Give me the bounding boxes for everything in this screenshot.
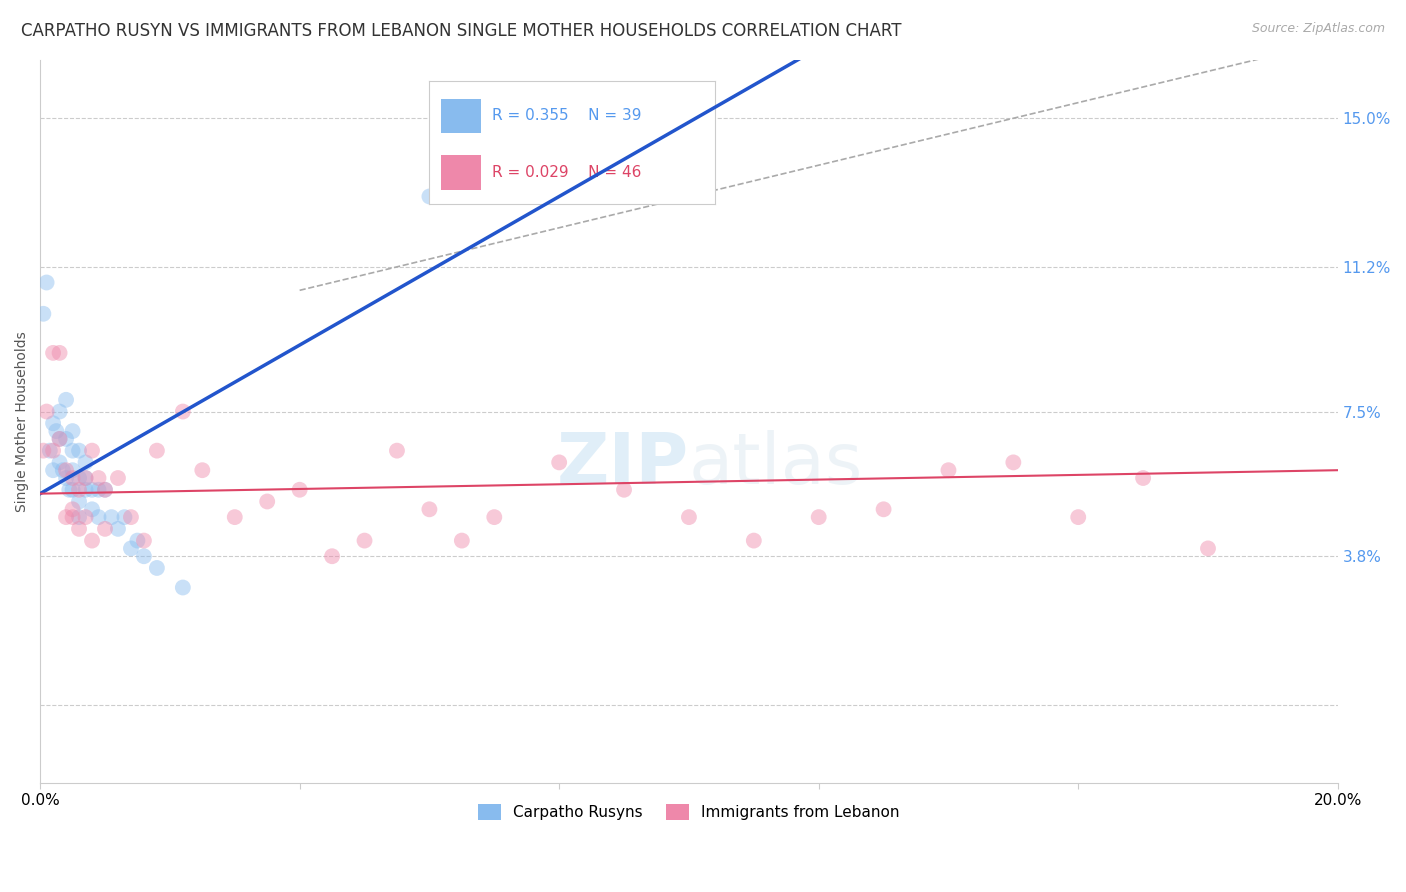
Point bbox=[191, 463, 214, 477]
Point bbox=[418, 502, 440, 516]
Point bbox=[55, 432, 77, 446]
Point bbox=[58, 483, 80, 497]
Point bbox=[35, 404, 58, 418]
Text: CARPATHO RUSYN VS IMMIGRANTS FROM LEBANON SINGLE MOTHER HOUSEHOLDS CORRELATION C: CARPATHO RUSYN VS IMMIGRANTS FROM LEBANO… bbox=[21, 22, 901, 40]
Point bbox=[55, 463, 77, 477]
Point bbox=[67, 471, 90, 485]
Legend: Carpatho Rusyns, Immigrants from Lebanon: Carpatho Rusyns, Immigrants from Lebanon bbox=[472, 797, 905, 826]
Point bbox=[87, 471, 110, 485]
Point bbox=[353, 533, 375, 548]
Point bbox=[80, 502, 103, 516]
Point bbox=[62, 471, 84, 485]
Point bbox=[32, 307, 55, 321]
Point bbox=[48, 432, 70, 446]
Point bbox=[87, 510, 110, 524]
Point bbox=[172, 581, 194, 595]
Point bbox=[114, 510, 136, 524]
Point bbox=[80, 483, 103, 497]
Text: atlas: atlas bbox=[689, 430, 863, 500]
Point bbox=[1197, 541, 1219, 556]
Point bbox=[1132, 471, 1154, 485]
Point bbox=[75, 483, 97, 497]
Point bbox=[35, 276, 58, 290]
Point bbox=[872, 502, 894, 516]
Point bbox=[62, 443, 84, 458]
Point bbox=[1067, 510, 1090, 524]
Point bbox=[48, 404, 70, 418]
Point bbox=[224, 510, 246, 524]
Point bbox=[107, 471, 129, 485]
Point bbox=[807, 510, 830, 524]
Text: ZIP: ZIP bbox=[557, 430, 689, 500]
Point bbox=[48, 455, 70, 469]
Point bbox=[42, 463, 65, 477]
Point bbox=[42, 346, 65, 360]
Point bbox=[127, 533, 149, 548]
Point bbox=[67, 483, 90, 497]
Point bbox=[67, 494, 90, 508]
Point bbox=[62, 502, 84, 516]
Point bbox=[32, 443, 55, 458]
Point bbox=[42, 443, 65, 458]
Point bbox=[48, 432, 70, 446]
Point bbox=[48, 346, 70, 360]
Point bbox=[120, 541, 142, 556]
Point bbox=[450, 533, 472, 548]
Point bbox=[80, 533, 103, 548]
Point bbox=[678, 510, 700, 524]
Point bbox=[548, 455, 571, 469]
Point bbox=[94, 483, 117, 497]
Point bbox=[62, 483, 84, 497]
Point bbox=[62, 424, 84, 438]
Point bbox=[55, 392, 77, 407]
Point bbox=[75, 471, 97, 485]
Point bbox=[67, 510, 90, 524]
Point bbox=[55, 471, 77, 485]
Point bbox=[87, 483, 110, 497]
Point bbox=[288, 483, 311, 497]
Point bbox=[52, 463, 75, 477]
Point bbox=[172, 404, 194, 418]
Point bbox=[45, 424, 67, 438]
Point bbox=[321, 549, 343, 564]
Point bbox=[42, 417, 65, 431]
Point bbox=[385, 443, 408, 458]
Y-axis label: Single Mother Households: Single Mother Households bbox=[15, 331, 30, 512]
Point bbox=[484, 510, 506, 524]
Point bbox=[62, 463, 84, 477]
Point bbox=[132, 549, 155, 564]
Point bbox=[256, 494, 278, 508]
Point bbox=[107, 522, 129, 536]
Point bbox=[742, 533, 765, 548]
Point bbox=[613, 483, 636, 497]
Point bbox=[94, 522, 117, 536]
Point bbox=[75, 510, 97, 524]
Point bbox=[75, 455, 97, 469]
Point bbox=[132, 533, 155, 548]
Point bbox=[1002, 455, 1025, 469]
Point bbox=[938, 463, 960, 477]
Point bbox=[418, 189, 440, 203]
Text: Source: ZipAtlas.com: Source: ZipAtlas.com bbox=[1251, 22, 1385, 36]
Point bbox=[100, 510, 122, 524]
Point bbox=[62, 510, 84, 524]
Point bbox=[80, 443, 103, 458]
Point bbox=[146, 443, 169, 458]
Point bbox=[55, 510, 77, 524]
Point bbox=[120, 510, 142, 524]
Point bbox=[67, 522, 90, 536]
Point bbox=[94, 483, 117, 497]
Point bbox=[38, 443, 60, 458]
Point bbox=[67, 443, 90, 458]
Point bbox=[146, 561, 169, 575]
Point bbox=[75, 471, 97, 485]
